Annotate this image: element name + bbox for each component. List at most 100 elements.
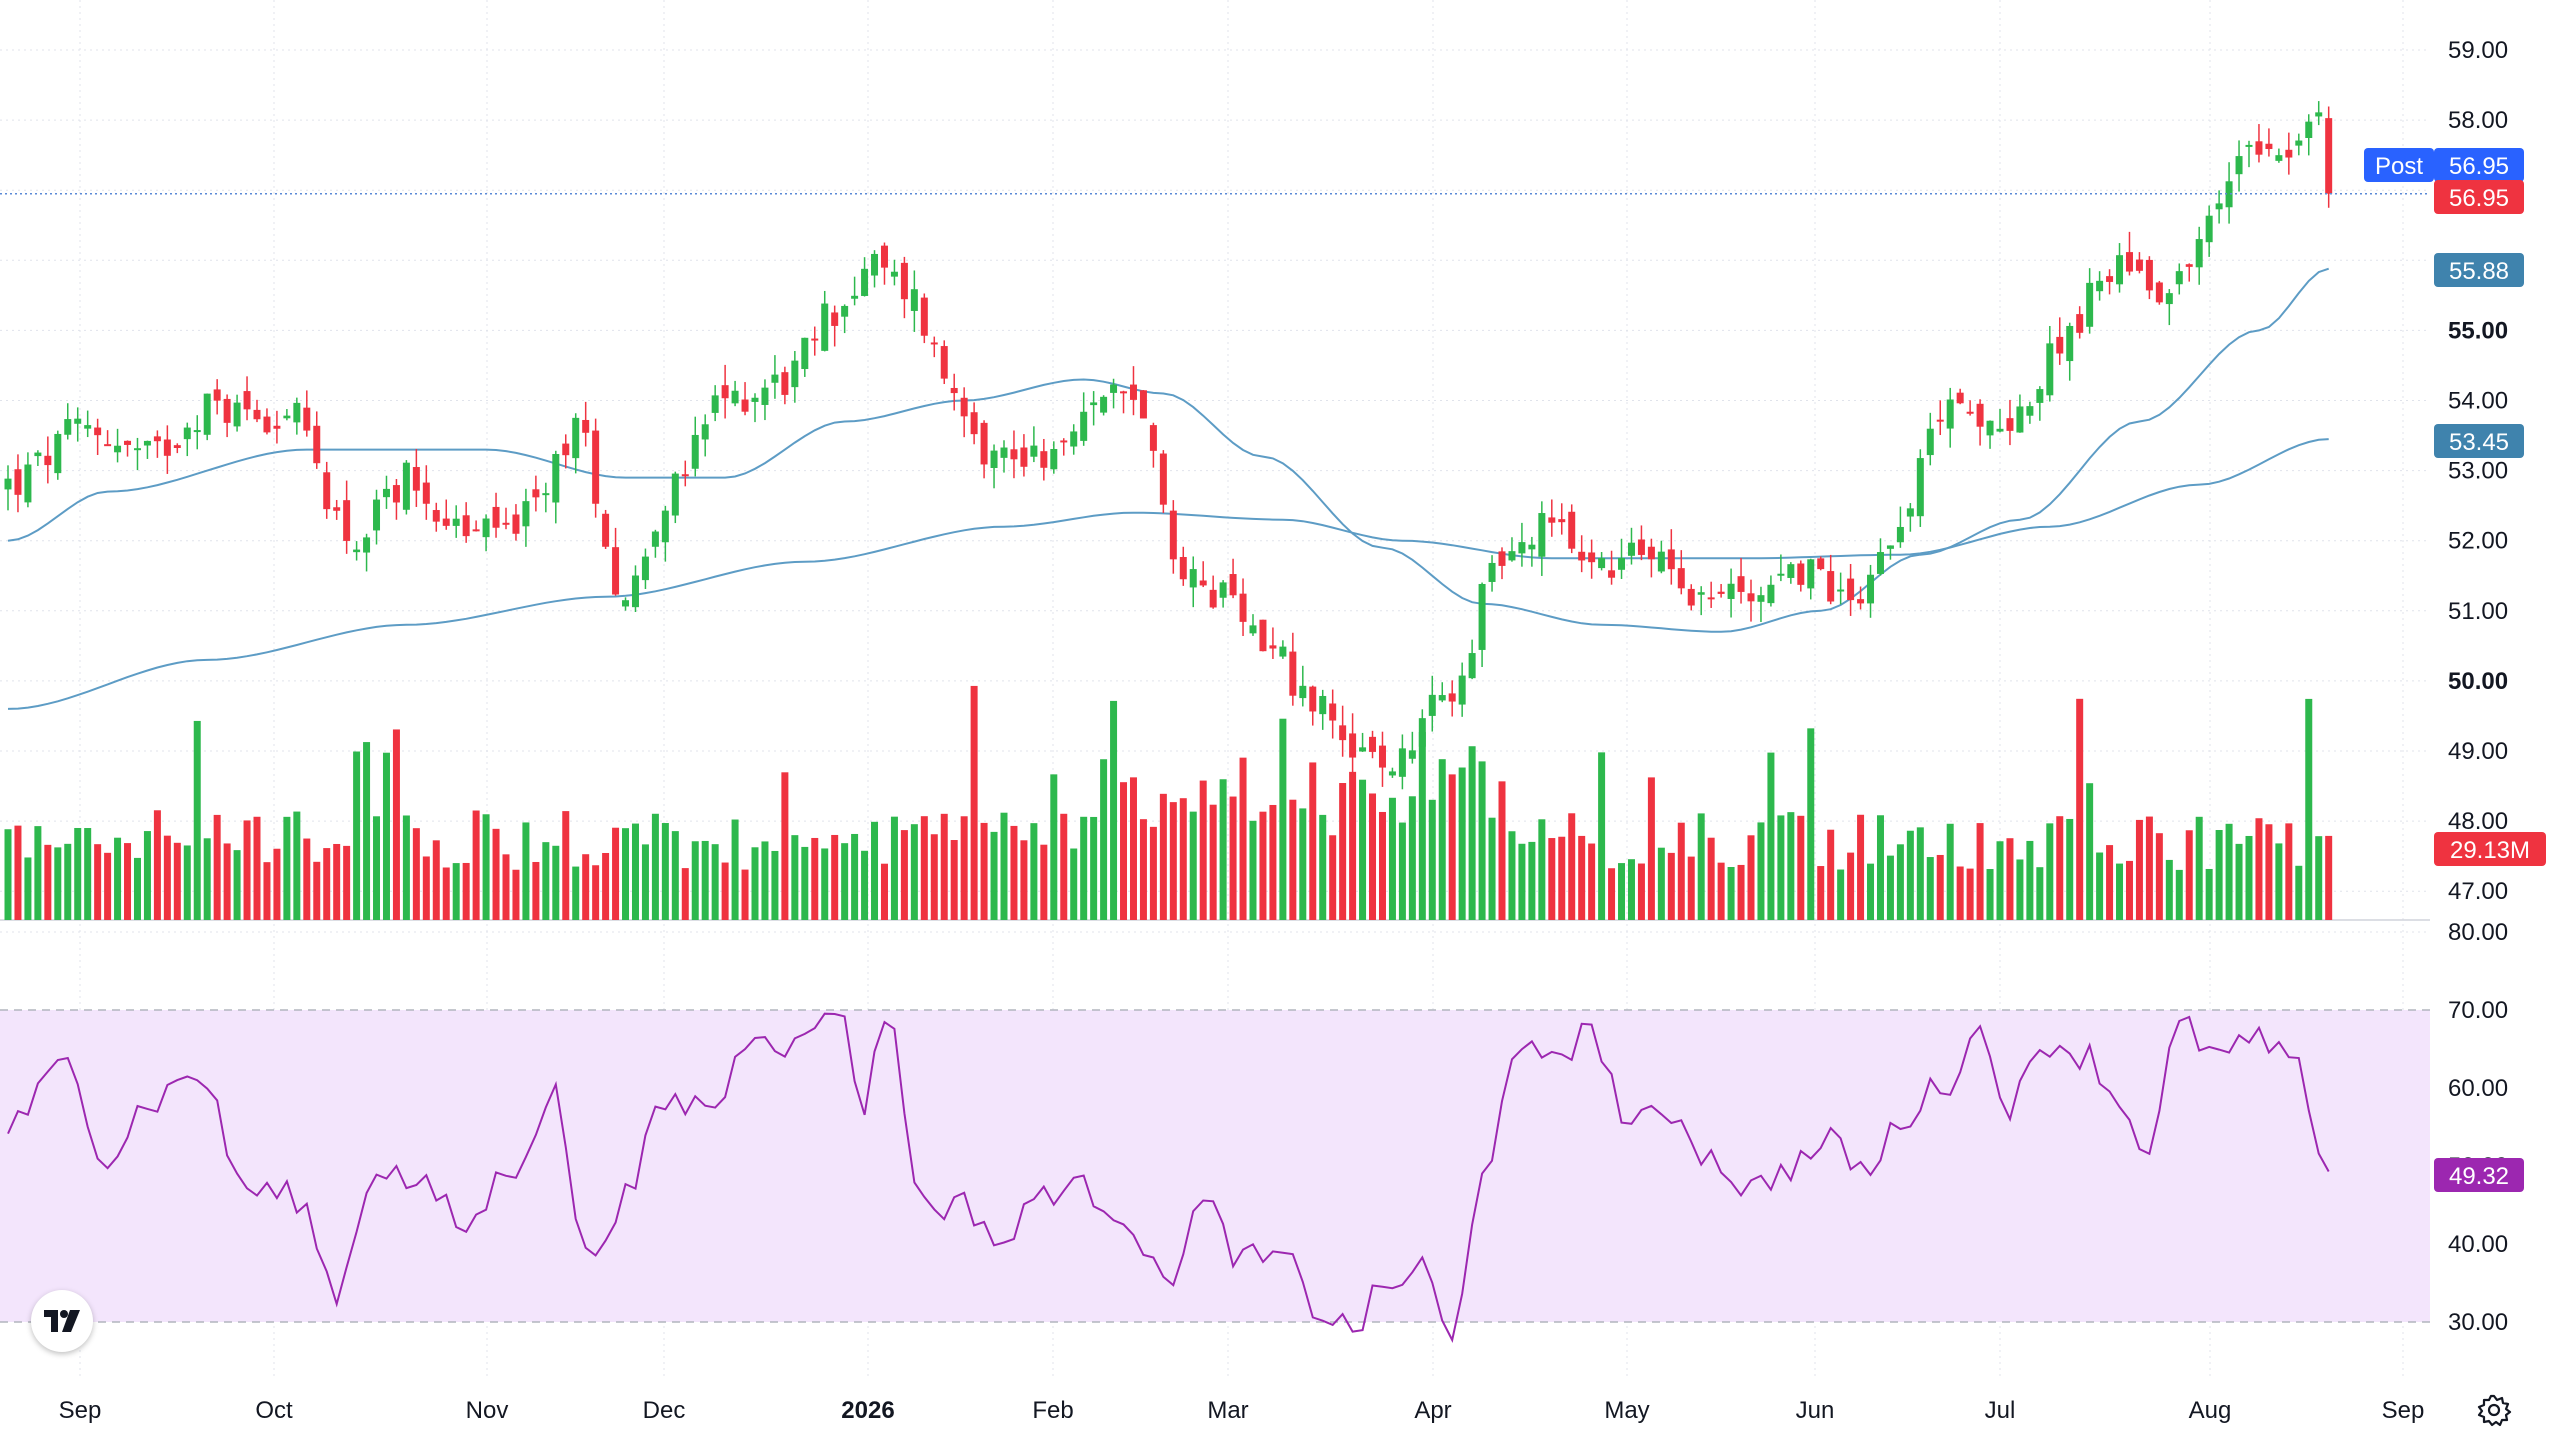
volume-bar: [143, 831, 151, 920]
candle-body: [1349, 733, 1357, 758]
candle-body: [920, 297, 928, 336]
time-tick-label: Apr: [1414, 1397, 1451, 1424]
volume-bar: [2285, 823, 2293, 920]
candle-body: [452, 518, 460, 526]
volume-bar: [1299, 808, 1307, 920]
volume-bars: [4, 685, 2333, 920]
volume-bar: [1717, 862, 1725, 920]
candle-body: [1329, 703, 1337, 721]
volume-bar: [1876, 815, 1884, 920]
axis-value-tags: Post 56.95 56.95 55.88 53.45 29.13M: [2364, 148, 2546, 1192]
volume-bar: [492, 828, 500, 920]
time-axis[interactable]: Sep Oct Nov Dec 2026 Feb Mar Apr May Jun Jul Aug Sep: [59, 1397, 2425, 1424]
volume-bar: [64, 843, 72, 920]
candle-body: [1777, 573, 1785, 576]
candle-body: [462, 515, 470, 537]
volume-bar: [84, 828, 92, 920]
volume-bar: [890, 816, 898, 920]
candle-body: [2096, 280, 2104, 292]
candle-body: [741, 399, 749, 412]
tradingview-logo-icon[interactable]: [31, 1290, 93, 1352]
ma-short-tag: 55.88: [2434, 253, 2524, 287]
time-tick-label: Feb: [1032, 1397, 1073, 1424]
rsi-overbought-oversold-band: [0, 1010, 2430, 1322]
volume-bar: [1189, 811, 1197, 920]
candle-body: [1528, 544, 1536, 550]
candle-body: [153, 436, 161, 442]
volume-bar: [402, 815, 410, 920]
volume-bar: [980, 822, 988, 920]
volume-bar: [1398, 822, 1406, 920]
price-tick-label: 53.00: [2448, 458, 2508, 485]
volume-bar: [1657, 847, 1665, 920]
candle-body: [532, 489, 540, 498]
candle-body: [293, 402, 301, 423]
candle-body: [373, 499, 381, 531]
candle-body: [1618, 557, 1626, 570]
candle-body: [1478, 583, 1486, 650]
volume-bar: [1936, 854, 1944, 920]
candle-body: [1717, 591, 1725, 594]
volume-bar: [363, 742, 371, 920]
volume-bar: [1289, 799, 1297, 920]
candle-body: [392, 485, 400, 503]
volume-bar: [751, 847, 759, 920]
volume-bar: [552, 845, 560, 920]
volume-bar: [1329, 835, 1337, 920]
volume-bar: [771, 850, 779, 920]
candle-body: [2295, 140, 2303, 146]
candle-body: [1199, 580, 1207, 586]
volume-bar: [1030, 823, 1038, 920]
volume-bar: [1468, 746, 1476, 920]
gear-glyph: [2477, 1394, 2512, 1427]
price-tick-label: 52.00: [2448, 528, 2508, 555]
candle-body: [1876, 552, 1884, 574]
candle-body: [4, 478, 12, 490]
candle-body: [1757, 595, 1765, 602]
volume-bar: [821, 848, 829, 920]
candle-body: [1030, 445, 1038, 457]
candle-body: [2315, 112, 2323, 117]
volume-bar: [1129, 777, 1137, 920]
gear-icon[interactable]: [2476, 1392, 2512, 1428]
candle-body: [1827, 571, 1835, 602]
candle-body: [1249, 625, 1257, 634]
volume-bar: [1548, 838, 1556, 920]
candle-body: [2185, 264, 2193, 267]
candlesticks[interactable]: [4, 101, 2333, 790]
volume-bar: [1498, 781, 1506, 920]
candle-body: [243, 391, 251, 410]
volume-bar: [1508, 831, 1516, 920]
volume-bar: [1209, 804, 1217, 920]
volume-bar: [1428, 799, 1436, 920]
volume-bar: [2026, 840, 2034, 920]
candle-body: [1767, 584, 1775, 604]
volume-bar: [1627, 859, 1635, 920]
price-tick-label: 48.00: [2448, 808, 2508, 835]
volume-bar: [1269, 804, 1277, 920]
candle-body: [333, 507, 341, 511]
candle-body: [871, 253, 879, 276]
volume-bar: [1199, 780, 1207, 920]
last-price-badge: [2434, 180, 2524, 214]
volume-bar: [622, 828, 630, 920]
volume-bar: [442, 867, 450, 920]
volume-bar: [1916, 827, 1924, 920]
candle-body: [2125, 252, 2133, 272]
volume-bar: [24, 857, 32, 920]
candle-body: [1508, 551, 1516, 561]
candle-body: [1309, 686, 1317, 712]
volume-bar: [1807, 728, 1815, 920]
price-axis[interactable]: 59.00 58.00 55.00 54.00 53.00 52.00 51.00 50.00…: [2448, 37, 2508, 905]
candle-body: [1627, 542, 1635, 556]
volume-bar: [641, 844, 649, 920]
candle-body: [1847, 578, 1855, 601]
post-label: Post: [2375, 153, 2423, 180]
volume-bar: [74, 827, 82, 920]
candle-body: [1787, 564, 1795, 578]
candle-body: [343, 500, 351, 541]
candle-body: [2145, 259, 2153, 291]
